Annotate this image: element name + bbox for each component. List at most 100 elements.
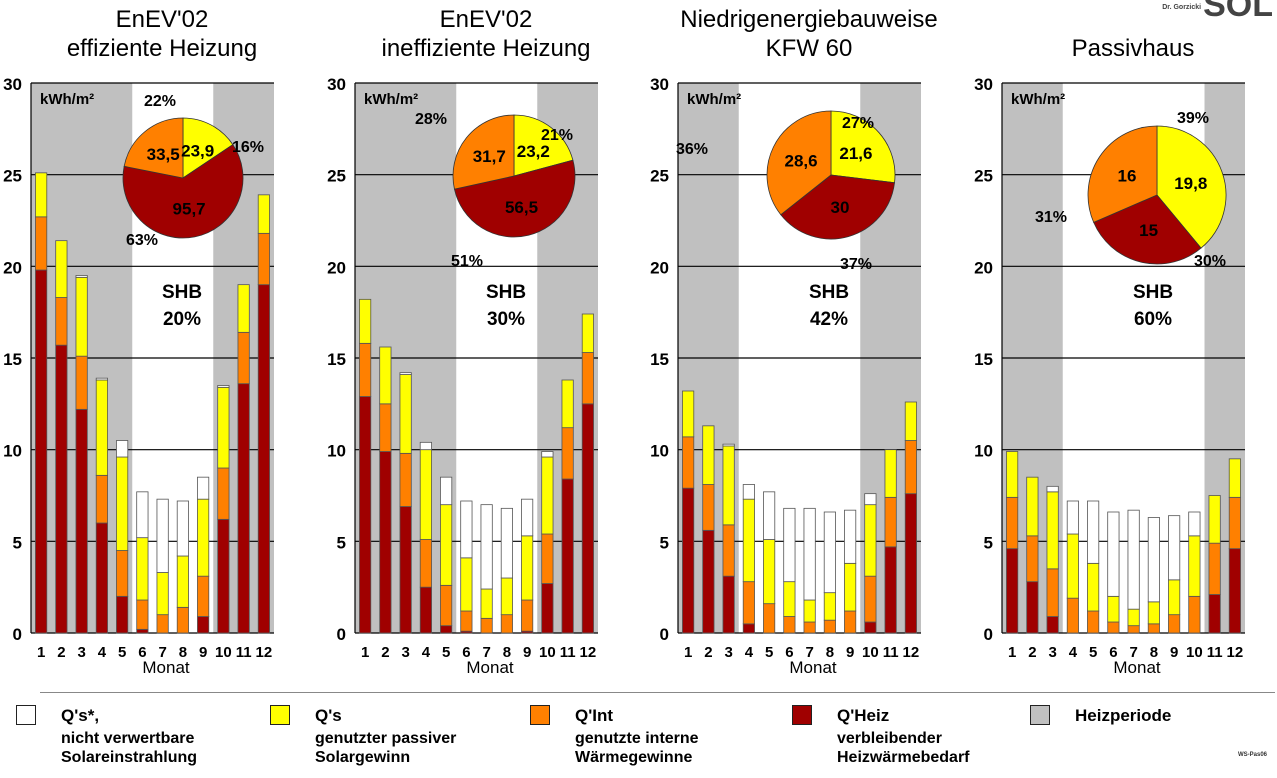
- bar-segment-heiz: [561, 478, 574, 634]
- pie-value-label: 15: [1139, 221, 1158, 240]
- bar-segment-heiz: [904, 493, 917, 634]
- bar-segment-int: [763, 603, 776, 634]
- pie-value-label: 21,6: [839, 144, 872, 163]
- bar-segment-solar_used: [561, 379, 574, 429]
- bar-segment-heiz: [95, 522, 108, 634]
- bar-segment-solar_used: [581, 313, 594, 353]
- x-tick-label: 3: [1048, 644, 1056, 661]
- bar-segment-int: [176, 606, 189, 634]
- bar-segment-int: [75, 355, 88, 410]
- bar-segment-int: [1127, 625, 1140, 634]
- chart-subtitle: effiziente Heizung: [67, 35, 257, 62]
- bar-segment-solar_used: [803, 599, 816, 623]
- y-tick-label: 30: [650, 75, 669, 94]
- bar-segment-solar_unused: [136, 491, 149, 539]
- bar-segment-solar_used: [399, 374, 412, 454]
- bar-segment-int: [844, 610, 857, 634]
- x-tick-label: 12: [256, 644, 273, 661]
- bar-segment-int: [1066, 597, 1079, 634]
- legend-title-internal: Q'Int: [575, 706, 614, 725]
- bar-segment-solar_unused: [742, 484, 755, 500]
- bar-segment-solar_unused: [197, 476, 210, 500]
- x-tick-label: 2: [57, 644, 65, 661]
- bar-segment-heiz: [257, 284, 270, 634]
- bar-segment-solar_used: [156, 572, 169, 616]
- legend-title-heiz: Q'Heiz: [837, 706, 890, 725]
- x-tick-label: 1: [37, 644, 45, 661]
- bar-segment-solar_unused: [864, 493, 877, 506]
- x-tick-label: 6: [1109, 644, 1117, 661]
- pie-slice-solar_used: [513, 114, 574, 177]
- bar-segment-solar_used: [844, 562, 857, 612]
- bar-segment-solar_used: [904, 401, 917, 441]
- bar-segment-solar_used: [1006, 451, 1019, 498]
- bar-segment-heiz: [136, 628, 149, 634]
- bar-segment-heiz: [440, 625, 453, 634]
- legend-title-solar-unused: Q's*,: [61, 706, 100, 725]
- shb-label: SHB: [1133, 282, 1173, 303]
- bar-segment-solar_used: [763, 539, 776, 605]
- pie-percent-label: 22%: [144, 93, 176, 110]
- y-tick-label: 30: [327, 75, 346, 94]
- bar-segment-int: [803, 621, 816, 634]
- pie-slice-heiz: [780, 174, 895, 240]
- bar-segment-solar_used: [95, 379, 108, 476]
- pie-percent-label: 51%: [451, 253, 483, 270]
- bar-segment-solar_unused: [419, 441, 432, 451]
- bar-segment-int: [480, 617, 493, 634]
- bar-segment-heiz: [116, 595, 129, 634]
- bar-segment-solar_unused: [95, 377, 108, 381]
- bar-segment-solar_used: [116, 456, 129, 551]
- bar-segment-solar_used: [1168, 579, 1181, 616]
- bar-segment-heiz: [399, 506, 412, 634]
- legend-subtitle-solar-used: genutzter passiver Solargewinn: [315, 730, 457, 766]
- shb-value: 30%: [487, 309, 525, 330]
- bar-segment-solar_used: [1228, 458, 1241, 498]
- pie-slice-int: [1087, 125, 1158, 223]
- bar-segment-solar_unused: [541, 451, 554, 458]
- x-tick-label: 7: [482, 644, 490, 661]
- x-tick-label: 5: [1089, 644, 1097, 661]
- x-tick-label: 9: [199, 644, 207, 661]
- x-axis-label: Monat: [789, 658, 837, 677]
- bar-segment-int: [35, 216, 48, 271]
- x-tick-label: 11: [883, 644, 899, 661]
- pie-slice-solar_used: [182, 117, 234, 179]
- y-tick-label: 25: [650, 167, 669, 186]
- bar-segment-solar_used: [460, 557, 473, 612]
- unit-label: kWh/m²: [687, 91, 741, 108]
- y-tick-label: 15: [3, 350, 22, 369]
- unit-label: kWh/m²: [40, 91, 94, 108]
- y-tick-label: 20: [650, 258, 669, 277]
- pie-percent-label: 30%: [1194, 253, 1226, 270]
- bar-segment-solar_used: [682, 390, 695, 438]
- x-tick-label: 2: [1028, 644, 1036, 661]
- bar-segment-heiz: [197, 616, 210, 634]
- bar-segment-solar_used: [136, 537, 149, 601]
- chart-panel-2: [354, 82, 598, 634]
- x-axis-label: Monat: [466, 658, 514, 677]
- x-tick-label: 3: [724, 644, 732, 661]
- bar-segment-heiz: [237, 383, 250, 634]
- bar-segment-int: [1046, 568, 1059, 617]
- chart-title: Niedrigenergiebauweise: [680, 6, 938, 33]
- y-tick-label: 15: [327, 350, 346, 369]
- bar-segment-heiz: [1046, 616, 1059, 634]
- bar-segment-solar_used: [1188, 535, 1201, 597]
- bar-segment-heiz: [419, 586, 432, 634]
- y-tick-label: 20: [327, 258, 346, 277]
- bar-segment-solar_used: [237, 284, 250, 333]
- x-tick-label: 2: [704, 644, 712, 661]
- legend-subtitle-heiz: verbleibender Heizwärmebedarf: [837, 730, 970, 766]
- bar-segment-int: [823, 619, 836, 634]
- y-tick-label: 15: [974, 350, 993, 369]
- x-tick-label: 3: [77, 644, 85, 661]
- legend-subtitle-solar-unused: nicht verwertbare Solareinstrahlung: [61, 730, 198, 766]
- bar-segment-heiz: [217, 518, 230, 634]
- bar-segment-heiz: [55, 344, 68, 634]
- x-tick-label: 4: [745, 644, 754, 661]
- bar-segment-int: [521, 599, 534, 632]
- x-tick-label: 11: [236, 644, 252, 661]
- bar-segment-int: [379, 403, 392, 452]
- pie-slice-int: [452, 114, 515, 190]
